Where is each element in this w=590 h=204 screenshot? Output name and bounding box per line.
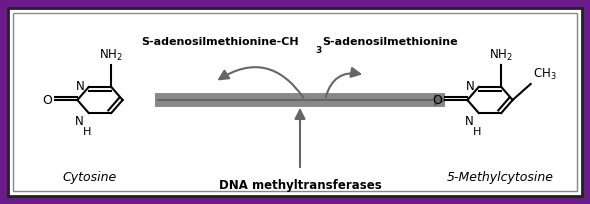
Text: S-adenosilmethionine-CH: S-adenosilmethionine-CH (141, 37, 299, 47)
FancyBboxPatch shape (8, 8, 582, 196)
Text: N: N (466, 81, 475, 93)
Text: N: N (76, 81, 85, 93)
Text: N: N (75, 115, 84, 128)
Text: NH$_2$: NH$_2$ (99, 48, 123, 63)
Text: 3: 3 (315, 46, 321, 55)
Text: CH$_3$: CH$_3$ (533, 67, 556, 82)
Text: O: O (432, 93, 442, 106)
Text: H: H (473, 127, 481, 137)
Text: 5-Methylcytosine: 5-Methylcytosine (447, 172, 553, 184)
Text: DNA methyltransferases: DNA methyltransferases (219, 178, 381, 192)
Text: N: N (465, 115, 474, 128)
Text: S-adenosilmethionine: S-adenosilmethionine (322, 37, 458, 47)
Text: O: O (42, 93, 53, 106)
Text: NH$_2$: NH$_2$ (490, 48, 513, 63)
Text: H: H (83, 127, 91, 137)
Text: Cytosine: Cytosine (63, 172, 117, 184)
